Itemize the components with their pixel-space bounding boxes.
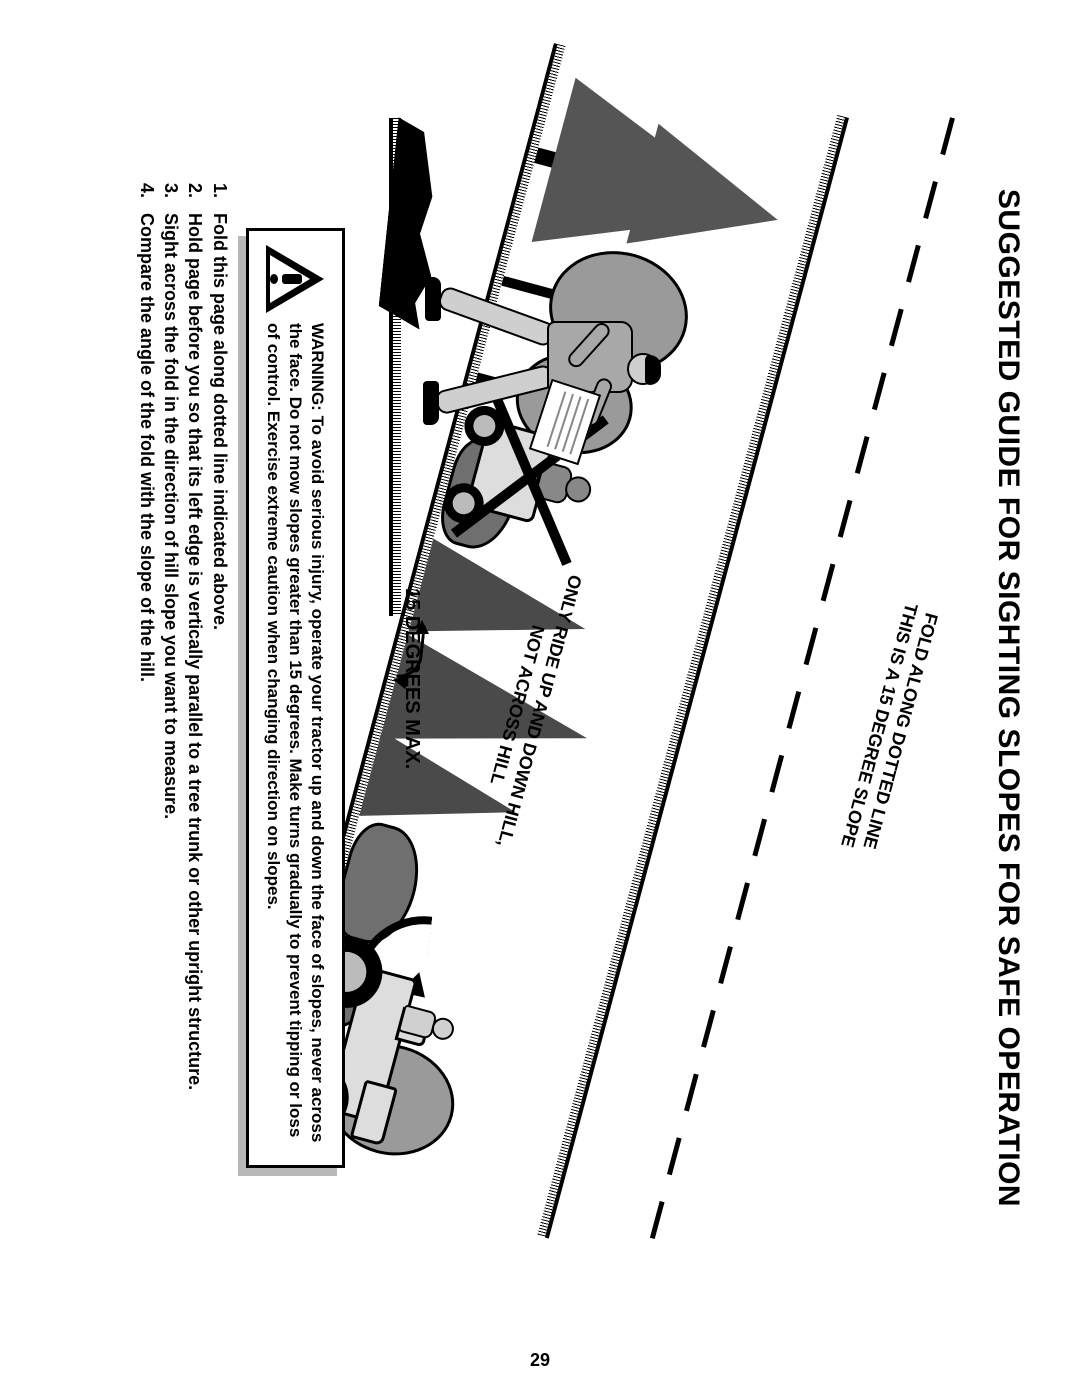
warning-body: To avoid serious injury, operate your tr… xyxy=(265,323,328,1142)
page-title: SUGGESTED GUIDE FOR SIGHTING SLOPES FOR … xyxy=(991,108,1025,1288)
warning-text: WARNING: To avoid serious injury, operat… xyxy=(263,323,328,1147)
warning-triangle-icon xyxy=(266,245,324,313)
warning-box: WARNING: To avoid serious injury, operat… xyxy=(246,228,345,1168)
warning-lead: WARNING: xyxy=(308,323,327,411)
step-1: 1.Fold this page along dotted line indic… xyxy=(207,183,231,1213)
max-angle-label: 15 DEGREES MAX. xyxy=(400,588,423,769)
rotated-page: SUGGESTED GUIDE FOR SIGHTING SLOPES FOR … xyxy=(55,108,1025,1288)
page-number: 29 xyxy=(0,1350,1080,1371)
slope-diagram: FOLD ALONG DOTTED LINE THIS IS A 15 DEGR… xyxy=(361,118,981,1278)
step-3: 3.Sight across the fold in the direction… xyxy=(159,183,183,1213)
fold-line-label: FOLD ALONG DOTTED LINE THIS IS A 15 DEGR… xyxy=(822,549,957,908)
instruction-steps: 1.Fold this page along dotted line indic… xyxy=(135,183,232,1213)
step-4: 4.Compare the angle of the fold with the… xyxy=(135,183,159,1213)
person-sighting xyxy=(395,233,665,443)
step-2: 2.Hold page before you so that its left … xyxy=(183,183,207,1213)
